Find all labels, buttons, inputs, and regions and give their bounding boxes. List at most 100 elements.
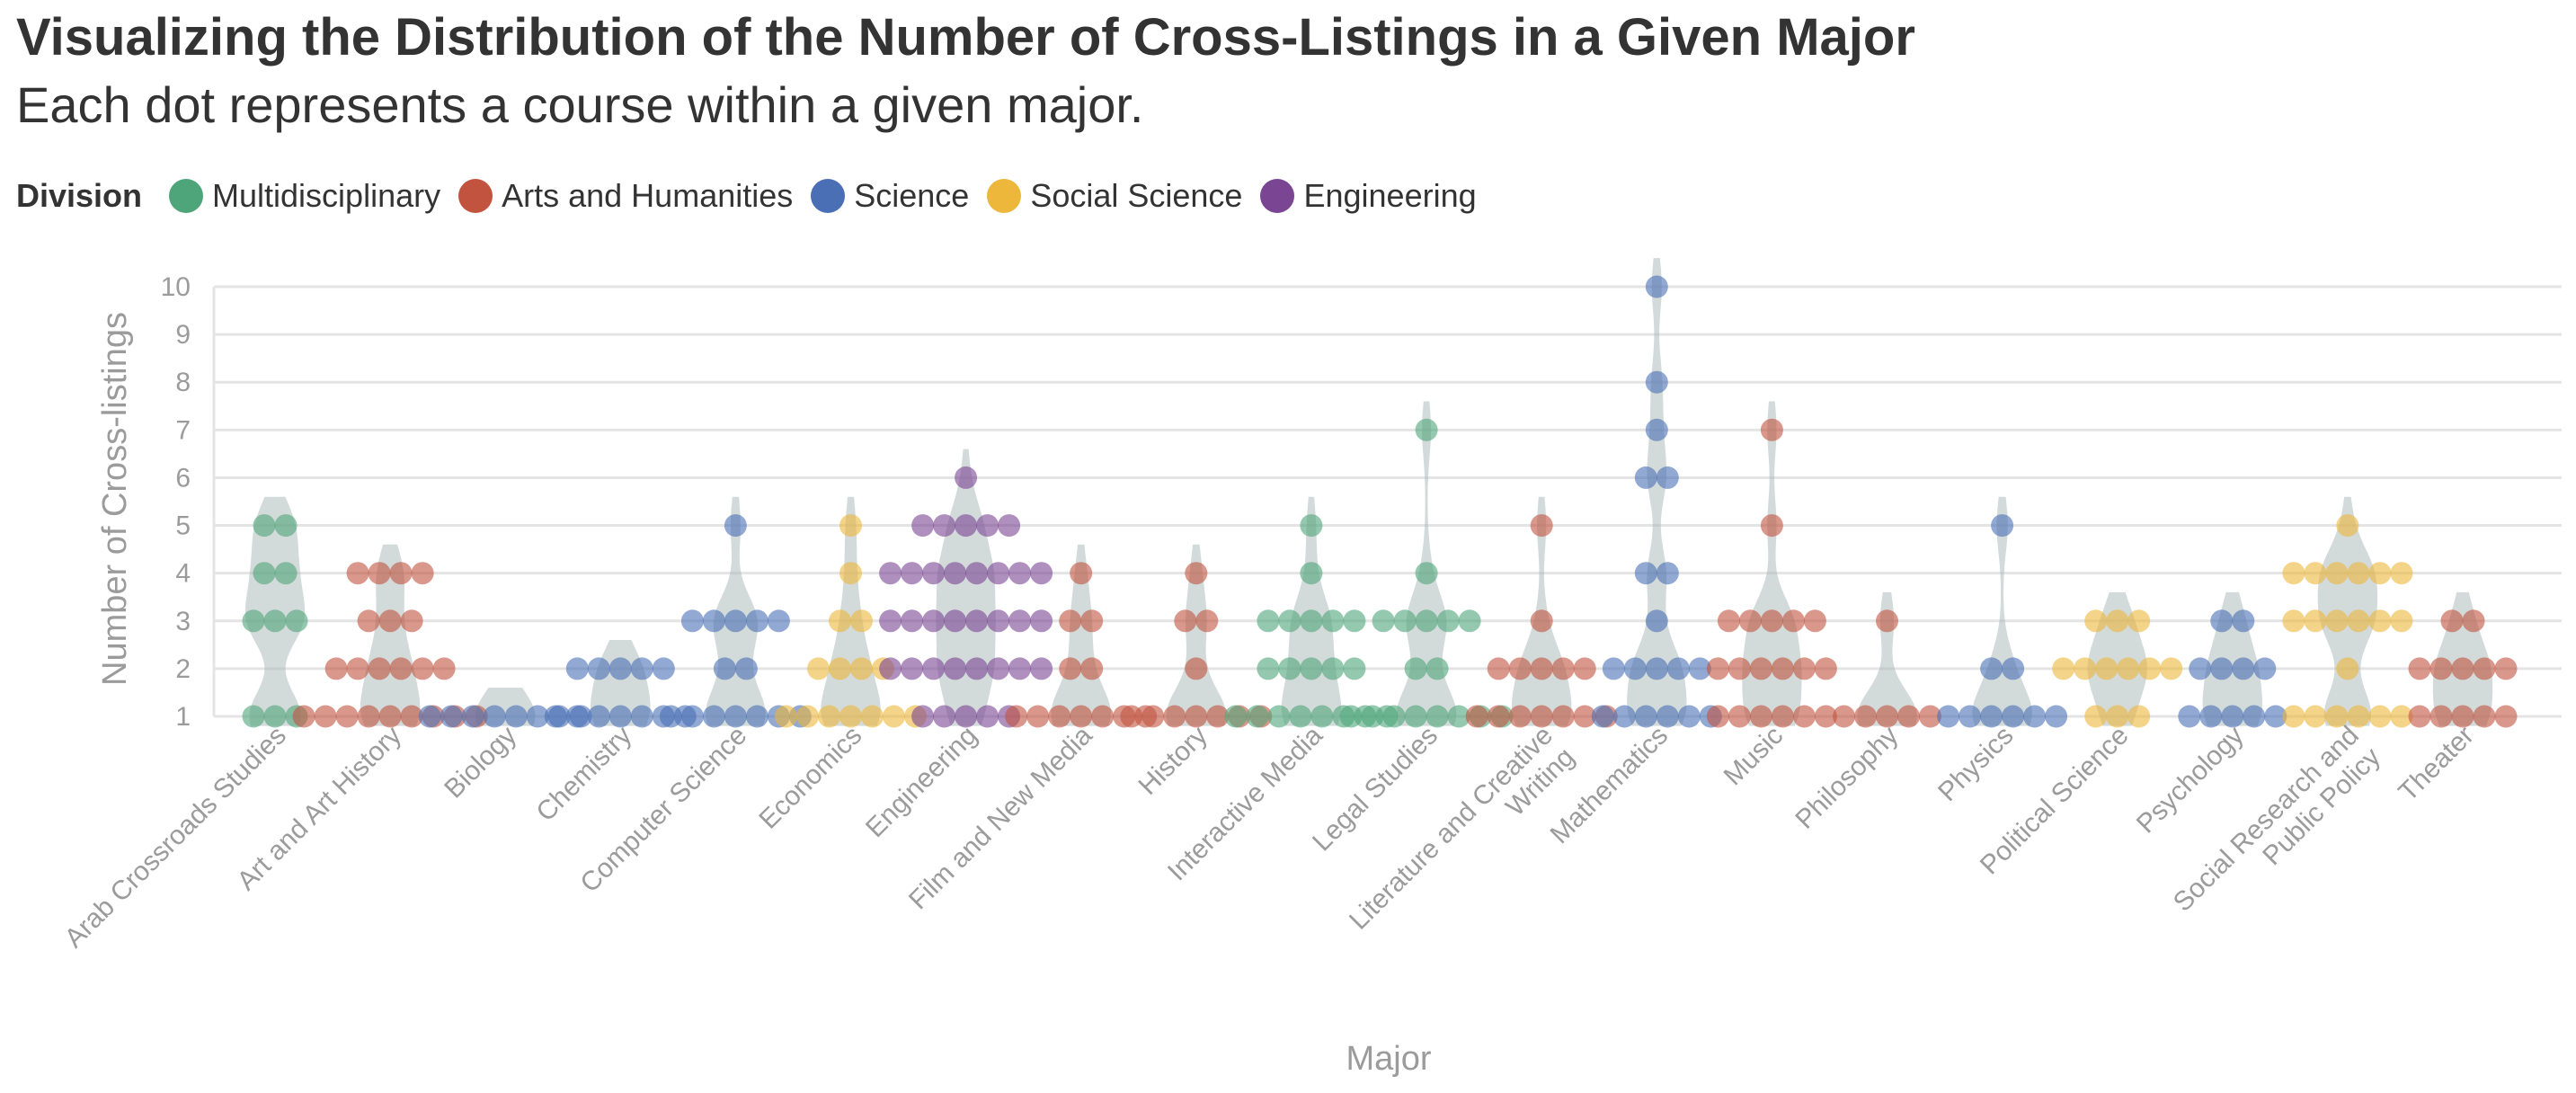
course-dot[interactable] <box>346 562 369 585</box>
course-dot[interactable] <box>1645 275 1668 298</box>
course-dot[interactable] <box>2494 705 2518 728</box>
course-dot[interactable] <box>680 705 704 728</box>
course-dot[interactable] <box>389 657 413 680</box>
course-dot[interactable] <box>944 562 967 585</box>
course-dot[interactable] <box>955 466 978 489</box>
course-dot[interactable] <box>1919 705 1941 728</box>
course-dot[interactable] <box>1508 657 1532 680</box>
course-dot[interactable] <box>1163 705 1186 728</box>
course-dot[interactable] <box>922 609 946 633</box>
course-dot[interactable] <box>2347 705 2370 728</box>
course-dot[interactable] <box>901 562 924 585</box>
course-dot[interactable] <box>389 562 413 585</box>
course-dot[interactable] <box>2368 705 2392 728</box>
course-dot[interactable] <box>1070 705 1093 728</box>
course-dot[interactable] <box>565 657 589 680</box>
course-dot[interactable] <box>861 705 884 728</box>
course-dot[interactable] <box>1070 562 1093 585</box>
course-dot[interactable] <box>2368 609 2392 633</box>
course-dot[interactable] <box>2429 657 2453 680</box>
course-dot[interactable] <box>1382 705 1406 728</box>
course-dot[interactable] <box>965 609 989 633</box>
course-dot[interactable] <box>1781 609 1805 633</box>
course-dot[interactable] <box>1771 705 1794 728</box>
course-dot[interactable] <box>2440 609 2464 633</box>
course-dot[interactable] <box>1573 657 1596 680</box>
course-dot[interactable] <box>1656 466 1679 489</box>
course-dot[interactable] <box>1551 657 1575 680</box>
course-dot[interactable] <box>1980 657 2003 680</box>
course-dot[interactable] <box>1415 418 1438 441</box>
legend-item-social-science[interactable]: Social Science <box>987 177 1242 215</box>
course-dot[interactable] <box>2325 562 2349 585</box>
course-dot[interactable] <box>879 657 902 680</box>
course-dot[interactable] <box>850 609 873 633</box>
course-dot[interactable] <box>1174 609 1197 633</box>
course-dot[interactable] <box>724 514 747 538</box>
course-dot[interactable] <box>587 705 610 728</box>
course-dot[interactable] <box>2243 705 2266 728</box>
course-dot[interactable] <box>461 705 484 728</box>
course-dot[interactable] <box>2210 609 2234 633</box>
course-dot[interactable] <box>1814 705 1837 728</box>
course-dot[interactable] <box>1876 609 1898 633</box>
course-dot[interactable] <box>1343 657 1366 680</box>
course-dot[interactable] <box>608 657 632 680</box>
course-dot[interactable] <box>652 657 675 680</box>
course-dot[interactable] <box>1487 657 1510 680</box>
course-dot[interactable] <box>1048 705 1071 728</box>
course-dot[interactable] <box>659 705 682 728</box>
course-dot[interactable] <box>911 705 935 728</box>
course-dot[interactable] <box>1185 562 1208 585</box>
course-dot[interactable] <box>2189 657 2212 680</box>
course-dot[interactable] <box>1980 705 2003 728</box>
course-dot[interactable] <box>1760 514 1783 538</box>
course-dot[interactable] <box>767 609 790 633</box>
course-dot[interactable] <box>368 657 391 680</box>
course-dot[interactable] <box>2451 705 2474 728</box>
course-dot[interactable] <box>724 609 747 633</box>
course-dot[interactable] <box>724 705 747 728</box>
course-dot[interactable] <box>1634 466 1657 489</box>
course-dot[interactable] <box>1573 705 1596 728</box>
course-dot[interactable] <box>2210 657 2234 680</box>
course-dot[interactable] <box>1026 705 1050 728</box>
course-dot[interactable] <box>955 514 978 538</box>
course-dot[interactable] <box>1634 562 1657 585</box>
course-dot[interactable] <box>702 705 725 728</box>
course-dot[interactable] <box>2138 657 2162 680</box>
course-dot[interactable] <box>400 609 423 633</box>
course-dot[interactable] <box>2390 562 2413 585</box>
course-dot[interactable] <box>955 705 978 728</box>
course-dot[interactable] <box>1792 657 1816 680</box>
course-dot[interactable] <box>901 657 924 680</box>
course-dot[interactable] <box>807 657 830 680</box>
course-dot[interactable] <box>418 705 441 728</box>
course-dot[interactable] <box>378 705 402 728</box>
course-dot[interactable] <box>839 514 862 538</box>
course-dot[interactable] <box>1717 609 1740 633</box>
course-dot[interactable] <box>1426 657 1449 680</box>
course-dot[interactable] <box>2336 657 2359 680</box>
course-dot[interactable] <box>346 657 369 680</box>
course-dot[interactable] <box>818 705 840 728</box>
course-dot[interactable] <box>324 657 348 680</box>
course-dot[interactable] <box>1749 657 1772 680</box>
course-dot[interactable] <box>2023 705 2047 728</box>
course-dot[interactable] <box>2264 705 2287 728</box>
legend-item-arts-and-humanities[interactable]: Arts and Humanities <box>458 177 793 215</box>
course-dot[interactable] <box>274 514 298 538</box>
course-dot[interactable] <box>1760 418 1783 441</box>
course-dot[interactable] <box>879 609 902 633</box>
course-dot[interactable] <box>1959 705 1982 728</box>
course-dot[interactable] <box>922 562 946 585</box>
course-dot[interactable] <box>263 609 287 633</box>
course-dot[interactable] <box>1120 705 1143 728</box>
course-dot[interactable] <box>2347 562 2370 585</box>
course-dot[interactable] <box>745 705 768 728</box>
course-dot[interactable] <box>1937 705 1960 728</box>
course-dot[interactable] <box>2282 609 2305 633</box>
course-dot[interactable] <box>976 705 999 728</box>
course-dot[interactable] <box>944 657 967 680</box>
course-dot[interactable] <box>2325 609 2349 633</box>
